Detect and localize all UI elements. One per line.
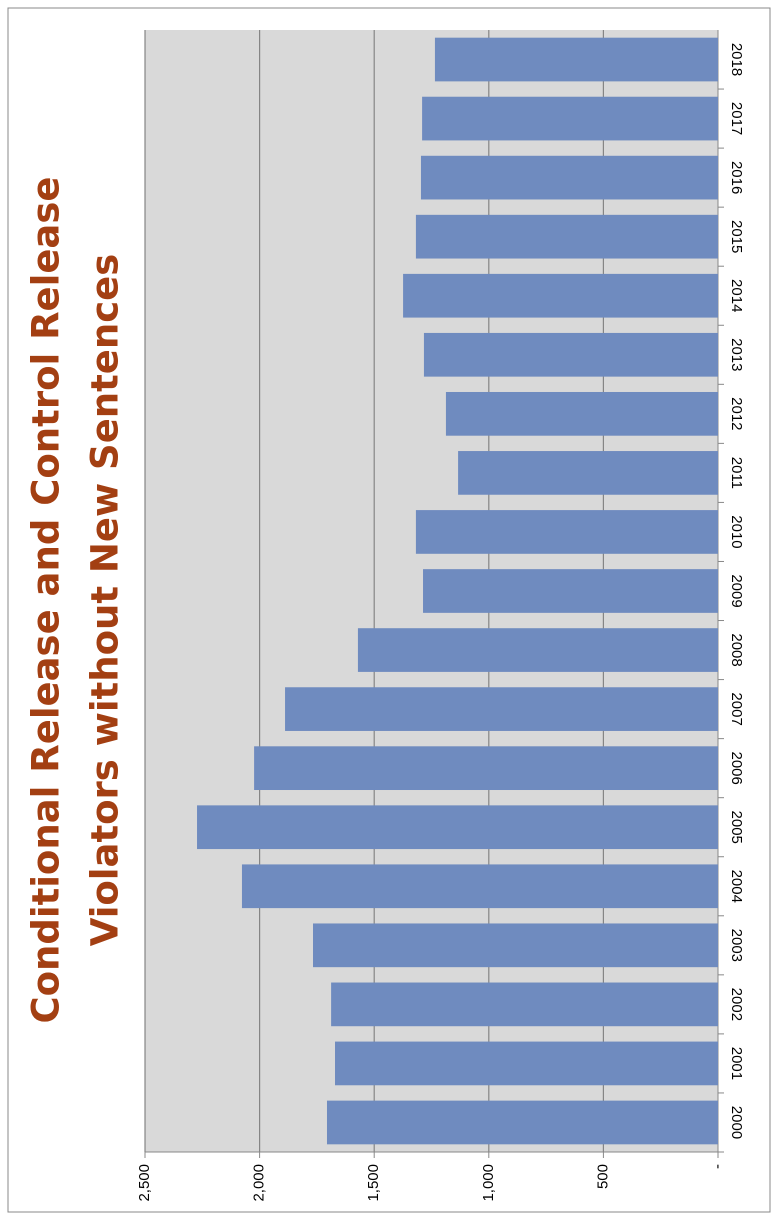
bar [422, 96, 718, 141]
x-tick-label: 2008 [728, 633, 745, 666]
y-tick-label: 2,500 [136, 1164, 153, 1202]
bar [326, 1100, 718, 1145]
chart-title: Violators without New Sentences [84, 254, 127, 947]
bar [415, 214, 718, 259]
x-tick-label: 2017 [728, 102, 745, 135]
bar [241, 864, 718, 909]
x-tick-label: 2010 [728, 515, 745, 548]
x-tick-label: 2011 [728, 457, 745, 489]
y-tick-label: 500 [594, 1164, 611, 1189]
chart-title: Conditional Release and Control Release [25, 176, 68, 1023]
x-tick-label: 2015 [728, 220, 745, 253]
bar [415, 510, 718, 554]
x-tick-label: 2005 [728, 811, 745, 844]
x-tick-label: 2007 [728, 692, 745, 725]
x-tick-label: 2002 [728, 988, 745, 1021]
x-tick-label: 2012 [728, 397, 745, 430]
x-tick-label: 2000 [728, 1106, 745, 1139]
x-tick-label: 2006 [728, 751, 745, 784]
bar [423, 569, 718, 613]
y-tick-label: - [709, 1164, 726, 1169]
bar [313, 923, 718, 968]
y-tick-label: 1,000 [480, 1164, 497, 1202]
x-tick-label: 2016 [728, 161, 745, 194]
bar [335, 1041, 718, 1086]
bar [445, 391, 718, 436]
x-tick-label: 2013 [728, 338, 745, 371]
x-tick-label: 2001 [728, 1047, 745, 1080]
x-tick-label: 2004 [728, 870, 745, 903]
x-tick-label: 2014 [728, 279, 745, 312]
bar [423, 332, 718, 377]
bar [458, 451, 718, 495]
bar [254, 746, 719, 791]
bar [434, 37, 718, 82]
y-tick-label: 1,500 [365, 1164, 382, 1202]
y-tick-label: 2,000 [251, 1164, 268, 1202]
bar [403, 273, 718, 318]
x-tick-label: 2003 [728, 929, 745, 962]
bar [285, 687, 718, 731]
x-tick-label: 2018 [728, 43, 745, 76]
bar [197, 805, 719, 850]
bar [331, 982, 718, 1027]
bar [357, 628, 718, 672]
x-tick-label: 2009 [728, 574, 745, 607]
bar [420, 155, 718, 200]
